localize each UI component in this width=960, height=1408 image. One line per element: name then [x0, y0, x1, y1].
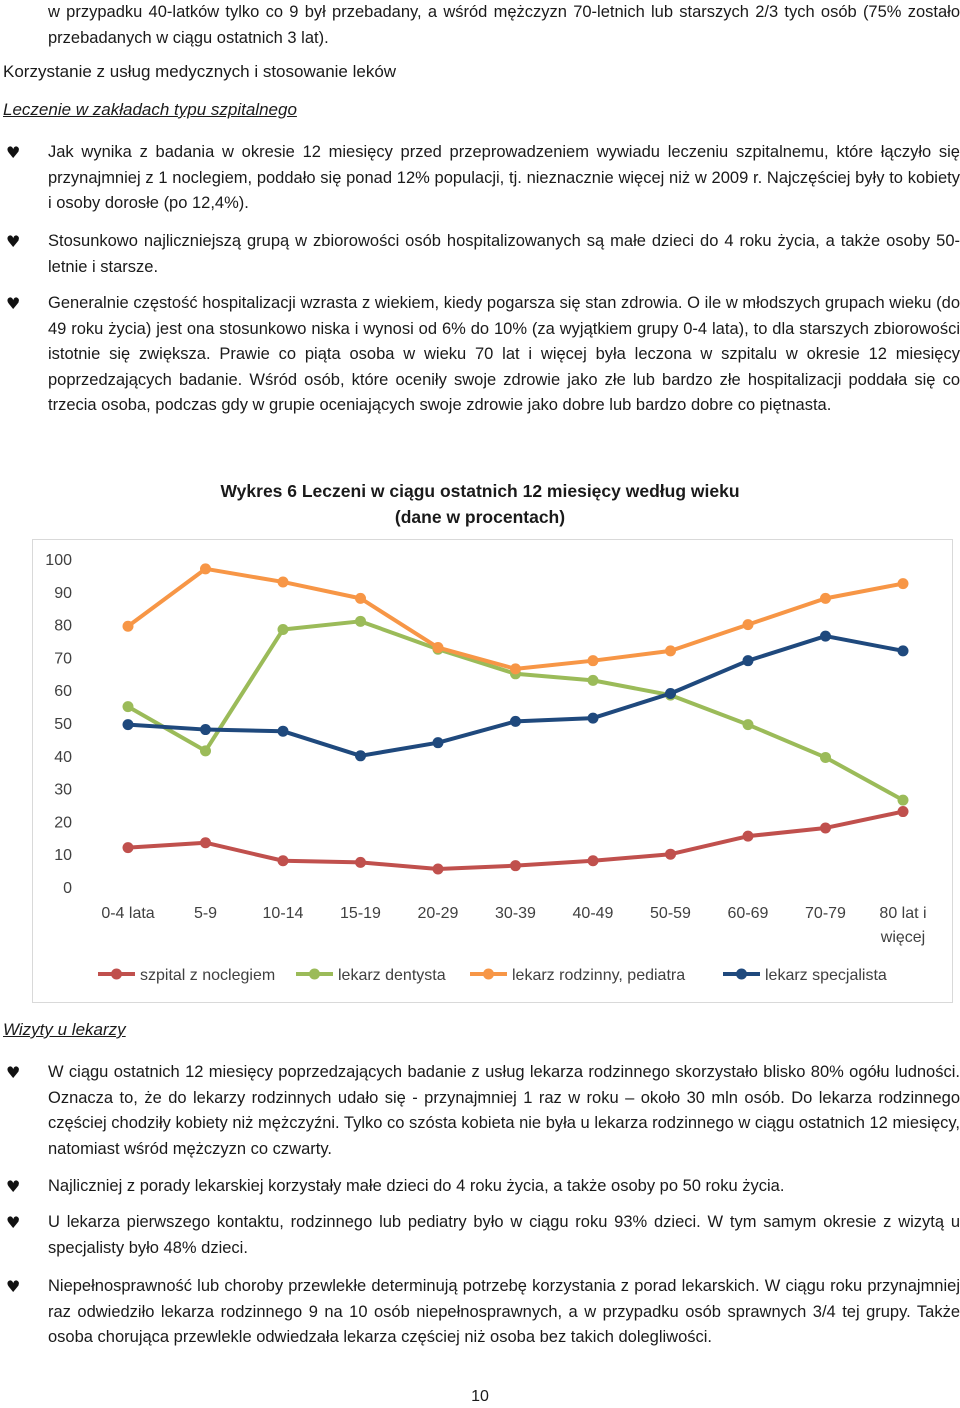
legend-marker [483, 968, 494, 980]
y-tick-label: 20 [54, 814, 72, 831]
bullet-paragraph-visits-3: U lekarza pierwszego kontaktu, rodzinneg… [48, 1213, 960, 1257]
data-point [510, 663, 521, 675]
x-tick-label: 60-69 [728, 905, 769, 922]
data-point [122, 620, 134, 632]
intro-paragraph: w przypadku 40-latków tylko co 9 był prz… [48, 3, 960, 47]
legend-marker [736, 968, 747, 980]
bullet-paragraph-visits-4: Niepełnosprawność lub choroby przewlekłe… [48, 1277, 960, 1346]
chart-frame [32, 539, 953, 1003]
x-tick-label: więcej [880, 929, 925, 946]
data-point [355, 856, 366, 868]
bullet-paragraph-3: Generalnie częstość hospitalizacji wzras… [48, 294, 960, 414]
data-point [587, 855, 599, 867]
heart-bullet-icon: ♥ [6, 143, 21, 162]
y-tick-label: 90 [54, 585, 72, 602]
data-point [277, 576, 289, 588]
data-point [742, 719, 754, 731]
chart-title-line-1: Wykres 6 Leczeni w ciągu ostatnich 12 mi… [220, 481, 740, 501]
data-point [200, 837, 211, 849]
legend-marker [309, 968, 320, 980]
data-point [432, 642, 444, 654]
y-tick-label: 10 [54, 847, 72, 864]
section-title: Korzystanie z usług medycznych i stosowa… [3, 62, 397, 81]
section-subtitle: Leczenie w zakładach typu szpitalnego [3, 100, 297, 119]
heart-bullet-icon: ♥ [6, 232, 21, 251]
data-point [277, 725, 289, 737]
chart-title: Wykres 6 Leczeni w ciągu ostatnich 12 mi… [170, 478, 790, 530]
y-tick-label: 0 [63, 880, 72, 897]
y-tick-label: 30 [54, 782, 72, 799]
legend-label: lekarz rodzinny, pediatra [512, 967, 685, 984]
heart-bullet-icon: ♥ [6, 1063, 21, 1082]
data-point [742, 619, 754, 631]
bullet-paragraph-1: Jak wynika z badania w okresie 12 miesię… [48, 143, 960, 212]
x-tick-label: 5-9 [194, 905, 217, 922]
heart-bullet-icon: ♥ [6, 294, 21, 313]
y-tick-label: 50 [54, 716, 72, 733]
data-point [742, 655, 754, 667]
y-tick-label: 70 [54, 650, 72, 667]
legend-label: lekarz dentysta [338, 967, 446, 984]
data-point [820, 592, 831, 604]
x-tick-label: 15-19 [340, 905, 381, 922]
data-point [355, 615, 366, 627]
data-point [587, 655, 599, 667]
data-point [665, 687, 676, 699]
data-point [432, 863, 444, 875]
series-line-4 [126, 634, 905, 758]
data-point [122, 701, 134, 713]
data-point [897, 645, 909, 657]
x-tick-label: 10-14 [263, 905, 304, 922]
data-point [665, 645, 676, 657]
x-tick-label: 0-4 lata [101, 905, 154, 922]
legend-marker [111, 968, 122, 980]
data-point [432, 737, 444, 749]
x-tick-label: 20-29 [418, 905, 459, 922]
bullet-paragraph-2: Stosunkowo najliczniejszą grupą w zbioro… [48, 232, 960, 276]
data-point [122, 719, 134, 731]
data-point [820, 751, 831, 763]
data-point [820, 630, 831, 642]
data-point [510, 715, 521, 727]
data-point [277, 624, 289, 636]
data-point [200, 563, 211, 575]
data-point [897, 578, 909, 590]
bullet-paragraph-visits-2: Najliczniej z porady lekarskiej korzysta… [48, 1177, 785, 1195]
data-point [200, 745, 211, 757]
data-point [665, 848, 676, 860]
data-point [355, 592, 366, 604]
x-tick-label: 70-79 [805, 905, 846, 922]
data-point [897, 806, 909, 818]
data-point [820, 822, 831, 834]
data-point [277, 855, 289, 867]
data-point [510, 860, 521, 872]
data-point [355, 750, 366, 762]
data-point [122, 842, 134, 854]
data-point [587, 674, 599, 686]
data-point [742, 830, 754, 842]
data-point [897, 794, 909, 806]
legend-label: lekarz specjalista [765, 967, 887, 984]
heart-bullet-icon: ♥ [6, 1177, 21, 1196]
x-tick-label: 50-59 [650, 905, 691, 922]
x-tick-label: 30-39 [495, 905, 536, 922]
heart-bullet-icon: ♥ [6, 1213, 21, 1232]
y-tick-label: 60 [54, 683, 72, 700]
y-tick-label: 80 [54, 618, 72, 635]
line-chart: 0 10 20 30 40 50 60 70 80 90 100 0-4 lata 5-9 10-14 15… [45, 552, 926, 984]
y-tick-label: 100 [45, 552, 72, 569]
x-tick-label: 80 lat i [879, 905, 926, 922]
x-tick-label: 40-49 [573, 905, 614, 922]
section-subtitle-visits: Wizyty u lekarzy [3, 1020, 126, 1039]
data-point [587, 712, 599, 724]
series-line-3 [126, 566, 905, 671]
page-number: 10 [471, 1388, 489, 1405]
data-point [200, 724, 211, 736]
y-tick-label: 40 [54, 749, 72, 766]
bullet-paragraph-visits-1: W ciągu ostatnich 12 miesięcy poprzedzaj… [48, 1063, 960, 1158]
legend-label: szpital z noclegiem [140, 967, 275, 984]
heart-bullet-icon: ♥ [6, 1277, 21, 1296]
chart-title-line-2: (dane w procentach) [394, 507, 566, 527]
